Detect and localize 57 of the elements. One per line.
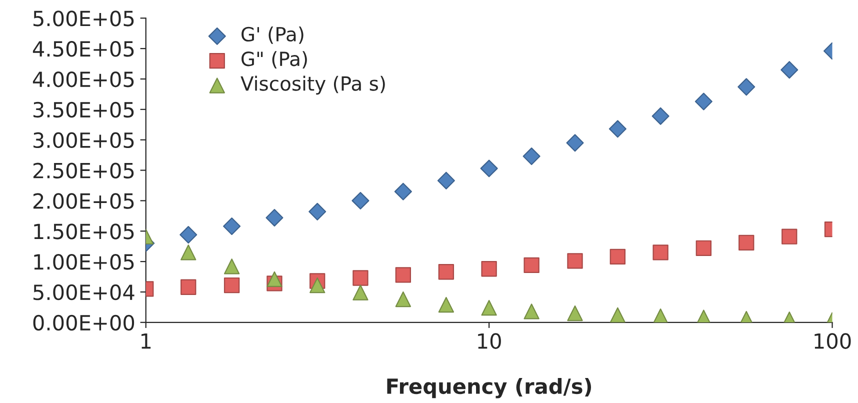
y-tick-label: 1.50E+05 [34, 224, 134, 240]
point [481, 300, 497, 316]
point [567, 253, 583, 269]
y-tick-label: 0.00E+00 [33, 314, 134, 331]
point [652, 244, 668, 260]
x-tick-label: 10 [478, 333, 501, 349]
point [352, 192, 370, 210]
point [180, 226, 198, 244]
point [395, 267, 412, 283]
point [310, 277, 326, 294]
point [524, 304, 540, 320]
point [180, 279, 196, 295]
point [694, 92, 712, 110]
point [352, 270, 368, 286]
y-tick-label: 2.50E+05 [33, 162, 134, 178]
y-tick-label: 1.00E+05 [34, 254, 134, 270]
point [696, 240, 712, 256]
legend-label: Viscosity (Pa s) [240, 76, 385, 95]
y-tick-label: 2.00E+05 [33, 193, 134, 209]
point [266, 208, 284, 227]
point [780, 61, 798, 79]
point [438, 296, 454, 313]
point [522, 148, 540, 166]
y-tick-label: 3.50E+05 [34, 102, 134, 118]
x-tick-label: 1 [142, 333, 151, 349]
point [352, 284, 368, 300]
point [481, 261, 497, 277]
point [437, 172, 455, 190]
point [266, 271, 282, 288]
point [224, 258, 240, 274]
point [180, 244, 196, 260]
y-tick-label: 5.00E+05 [34, 10, 134, 26]
y-tick-label: 4.50E+05 [32, 41, 134, 57]
point [480, 160, 498, 178]
point [738, 234, 754, 251]
point [566, 134, 584, 152]
point [610, 248, 626, 265]
legend-label: G' (Pa) [242, 26, 304, 44]
point [610, 307, 626, 322]
y-tick-label: 4.00E+05 [32, 71, 134, 88]
point [395, 291, 412, 308]
point [738, 78, 756, 96]
x-axis-title: Frequency (rad/s) [387, 378, 592, 398]
point [308, 202, 326, 220]
point [567, 305, 583, 322]
x-tick-label: 100 [814, 333, 851, 349]
point [438, 264, 454, 280]
point [223, 217, 241, 236]
point [524, 257, 540, 274]
point [782, 228, 798, 244]
point [652, 107, 670, 125]
point [224, 277, 240, 294]
legend-label: G" (Pa) [242, 51, 307, 68]
point [608, 120, 626, 138]
point [394, 182, 412, 200]
y-tick-label: 3.00E+05 [34, 132, 134, 148]
y-tick-label: 5.00E+04 [34, 284, 134, 300]
